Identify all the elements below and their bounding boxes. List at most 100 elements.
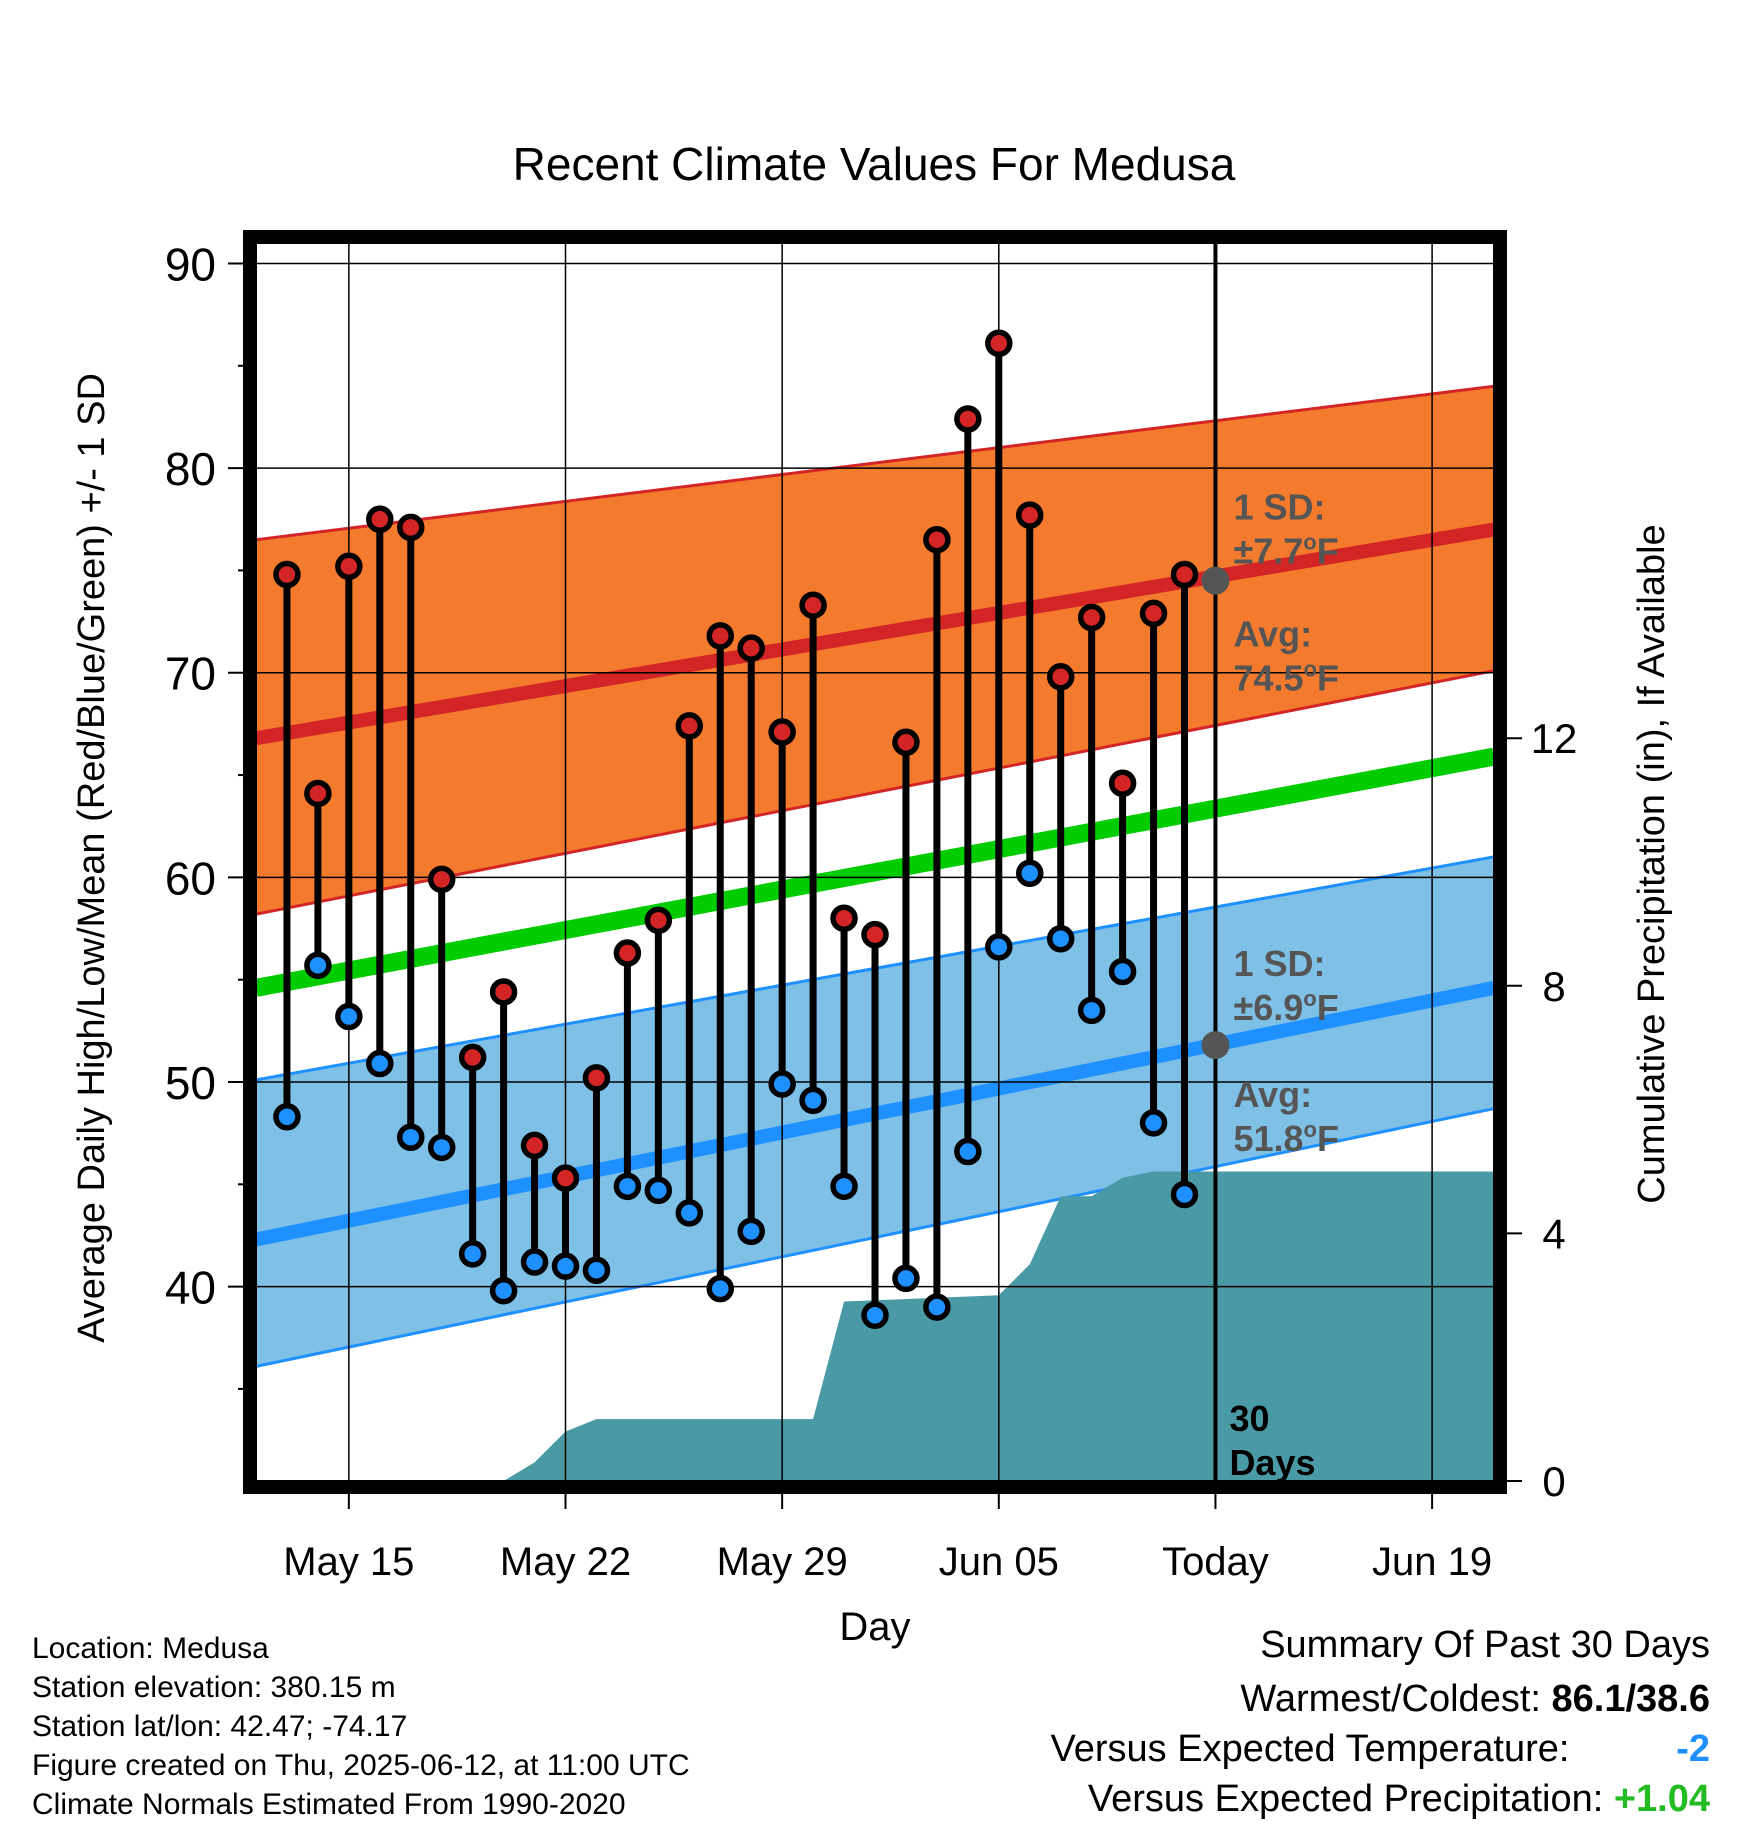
high-temp-point <box>1016 501 1044 529</box>
low-temp-point <box>985 933 1013 961</box>
low-temp-point <box>1046 924 1075 953</box>
high-temp-point <box>551 1164 580 1192</box>
summary-title: Summary Of Past 30 Days <box>1260 1624 1710 1666</box>
low-avg-marker <box>1201 1031 1230 1060</box>
latlon-text: Station lat/lon: 42.47; -74.17 <box>32 1710 408 1743</box>
y-tick-label: 80 <box>165 443 216 495</box>
low-temp-point <box>335 1002 363 1031</box>
low-temp-point <box>768 1070 796 1098</box>
chart-title: Recent Climate Values For Medusa <box>513 138 1236 190</box>
high-temp-point <box>799 591 827 619</box>
high-temp-point <box>644 906 673 935</box>
low-temp-point <box>427 1133 456 1162</box>
y-tick-label: 60 <box>165 852 216 904</box>
low-temp-point <box>799 1086 827 1115</box>
low-temp-point <box>830 1172 858 1201</box>
high-avg-label: Avg: <box>1233 613 1312 654</box>
high-temp-point <box>892 728 920 757</box>
y-axis-title: Average Daily High/Low/Mean (Red/Blue/Gr… <box>71 373 113 1343</box>
high-temp-point <box>985 329 1013 358</box>
window-label-unit: Days <box>1229 1442 1315 1483</box>
high-temp-point <box>366 505 394 533</box>
elevation-text: Station elevation: 380.15 m <box>32 1671 396 1704</box>
low-temp-point <box>489 1276 518 1305</box>
high-temp-point <box>427 865 456 894</box>
x-axis-title: Day <box>839 1605 910 1649</box>
low-temp-point <box>273 1103 301 1131</box>
low-temp-point <box>613 1172 642 1201</box>
x-tick-label: Today <box>1162 1540 1269 1584</box>
high-temp-point <box>304 779 332 808</box>
high-temp-point <box>458 1043 487 1072</box>
y2-axis-title: Cumulative Precipitation (in), If Availa… <box>1631 524 1673 1203</box>
precip-value: +1.04 <box>1613 1778 1710 1820</box>
high-avg-marker <box>1201 566 1230 595</box>
low-temp-point <box>675 1199 704 1227</box>
y-tick-label: 50 <box>165 1057 216 1109</box>
low-temp-point <box>954 1137 982 1166</box>
low-temp-point <box>366 1049 394 1078</box>
precip-label: Versus Expected Precipitation: <box>1087 1778 1604 1820</box>
high-avg-value: 74.5oF <box>1233 656 1339 698</box>
high-temp-point <box>397 513 425 542</box>
high-temp-point <box>613 939 642 967</box>
high-temp-point <box>335 552 363 581</box>
high-temp-point <box>675 712 704 740</box>
summary-temp: Versus Expected Temperature: -2 <box>1051 1730 1710 1768</box>
y2-tick-label: 0 <box>1542 1458 1565 1505</box>
low-temp-point <box>551 1252 580 1280</box>
low-sd-value: ±6.9oF <box>1233 986 1338 1028</box>
warm-cold-value: 86.1/38.6 <box>1551 1678 1710 1720</box>
summary-warm-cold: Warmest/Coldest: 86.1/38.6 <box>1240 1680 1710 1718</box>
high-temp-point <box>489 978 518 1006</box>
low-temp-point <box>1139 1109 1168 1137</box>
low-temp-point <box>706 1274 734 1303</box>
low-avg-label: Avg: <box>1233 1074 1312 1115</box>
high-temp-point <box>582 1064 611 1092</box>
y-tick-label: 90 <box>165 238 216 290</box>
low-avg-value: 51.8oF <box>1233 1117 1339 1159</box>
temp-label: Versus Expected Temperature: <box>1050 1728 1570 1770</box>
temp-value: -2 <box>1676 1728 1710 1770</box>
high-temp-point <box>923 525 951 554</box>
high-temp-point <box>1108 769 1137 797</box>
high-sd-value: ±7.7oF <box>1233 529 1338 571</box>
high-normal-line <box>256 522 1494 746</box>
y2-tick-label: 4 <box>1542 1210 1565 1257</box>
x-tick-label: Jun 05 <box>939 1540 1059 1584</box>
x-tick-label: May 15 <box>283 1540 414 1584</box>
x-tick-label: Jun 19 <box>1372 1540 1492 1584</box>
low-temp-point <box>892 1264 920 1293</box>
high-temp-point <box>273 560 301 589</box>
summary-precip: Versus Expected Precipitation: +1.04 <box>1088 1780 1710 1818</box>
y2-tick-label: 12 <box>1531 715 1578 762</box>
y-tick-label: 70 <box>165 648 216 700</box>
high-temp-point <box>954 405 982 433</box>
high-sd-band-lower-edge <box>256 669 1494 916</box>
low-temp-point <box>1108 957 1137 986</box>
high-temp-point <box>1139 599 1168 628</box>
low-temp-point <box>923 1293 951 1321</box>
low-sd-label: 1 SD: <box>1233 943 1325 984</box>
high-temp-point <box>737 634 765 662</box>
low-temp-point <box>861 1301 889 1330</box>
high-temp-point <box>1077 603 1106 632</box>
plot-frame <box>243 230 1507 1494</box>
low-temp-point <box>582 1256 611 1284</box>
high-temp-point <box>830 904 858 933</box>
high-temp-point <box>1046 663 1075 691</box>
low-temp-point <box>1170 1180 1199 1209</box>
x-tick-label: May 22 <box>500 1540 631 1584</box>
low-temp-point <box>1077 996 1106 1025</box>
y-tick-label: 40 <box>165 1262 216 1314</box>
y2-tick-label: 8 <box>1542 963 1565 1010</box>
window-label-number: 30 <box>1229 1398 1269 1439</box>
low-temp-point <box>644 1176 673 1205</box>
location-text: Location: Medusa <box>32 1632 269 1665</box>
high-sd-label: 1 SD: <box>1233 486 1325 527</box>
normals-text: Climate Normals Estimated From 1990-2020 <box>32 1788 626 1821</box>
low-temp-point <box>397 1123 425 1151</box>
high-temp-point <box>706 622 734 650</box>
high-temp-point <box>861 920 889 949</box>
